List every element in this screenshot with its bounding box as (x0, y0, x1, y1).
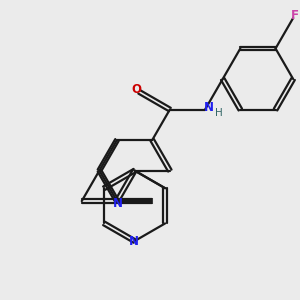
Text: N: N (113, 197, 123, 210)
Text: N: N (129, 235, 139, 248)
Text: O: O (131, 82, 142, 96)
Text: N: N (204, 101, 214, 114)
Text: H: H (214, 108, 222, 118)
Text: F: F (291, 9, 299, 22)
